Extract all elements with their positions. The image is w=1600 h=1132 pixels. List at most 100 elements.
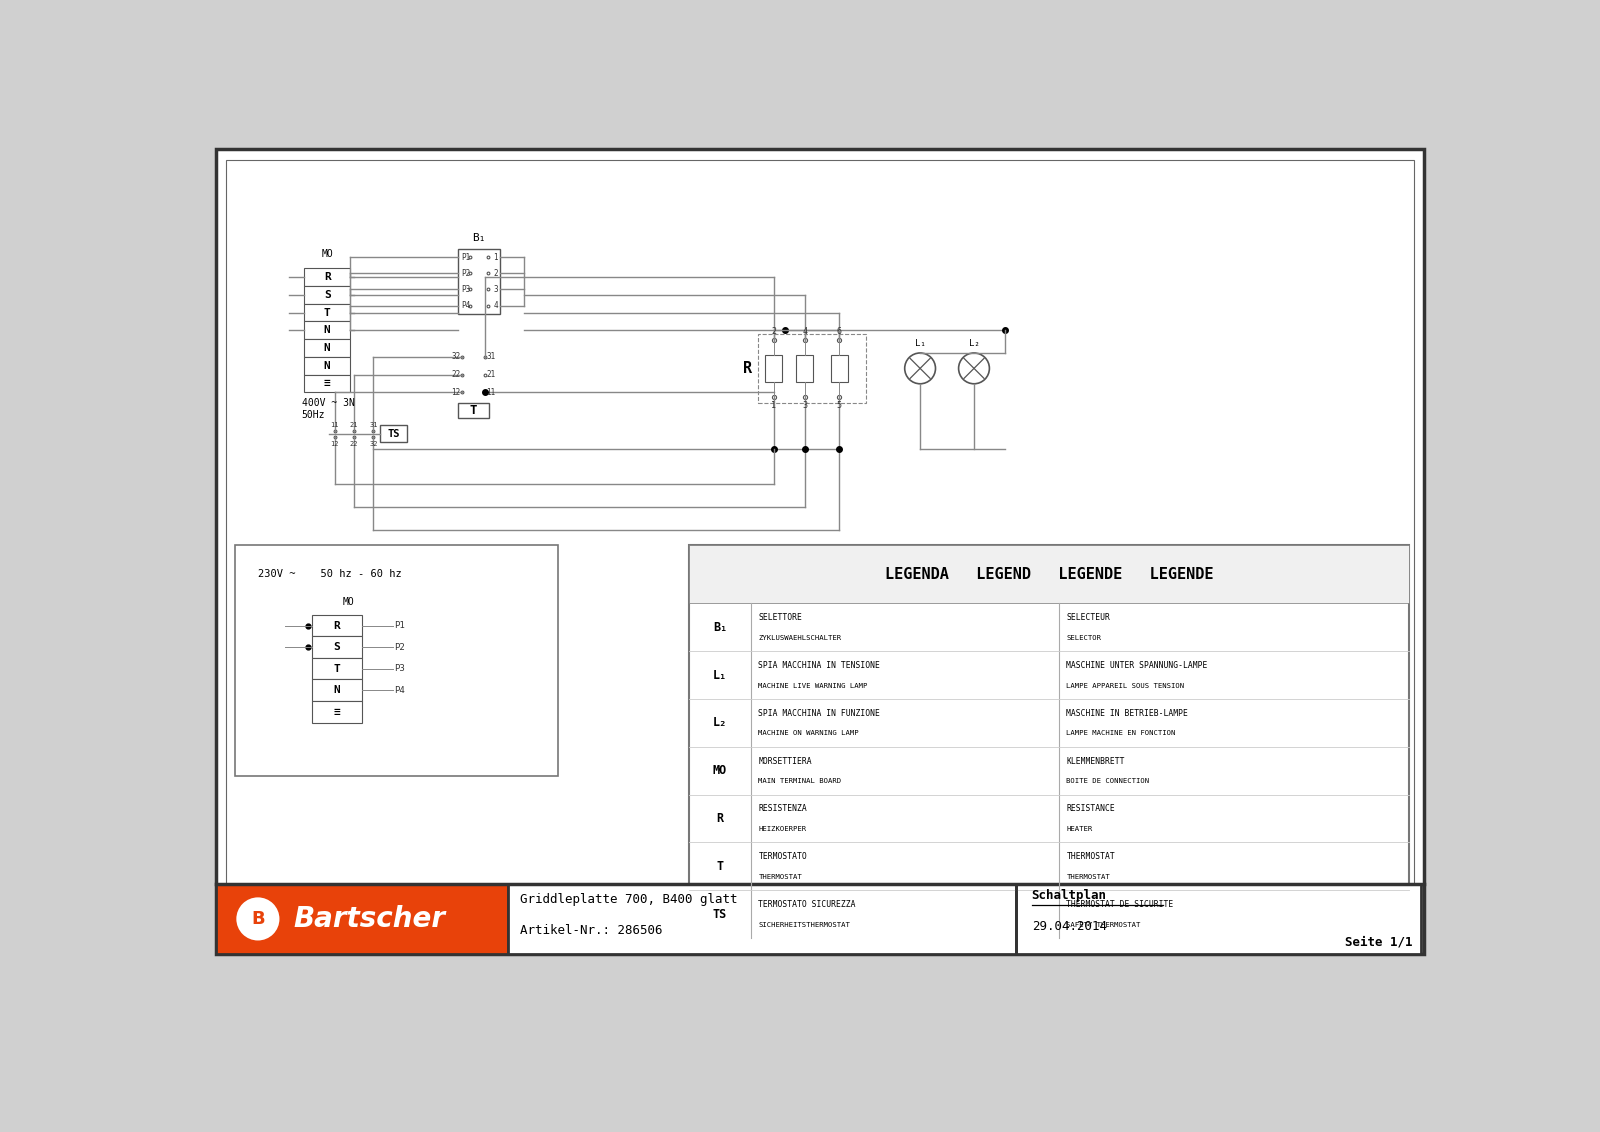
Text: N: N [333,685,341,695]
FancyBboxPatch shape [304,303,350,321]
Circle shape [904,353,936,384]
Text: ≡: ≡ [323,378,331,388]
Text: 3: 3 [493,285,498,294]
Text: 22: 22 [350,440,358,447]
FancyBboxPatch shape [458,403,490,419]
Text: T: T [470,404,477,418]
Text: TERMOSTATO SICUREZZA: TERMOSTATO SICUREZZA [758,900,856,909]
Text: RESISTANCE: RESISTANCE [1067,805,1115,814]
Text: 12: 12 [331,440,339,447]
Text: MASCHINE IN BETRIEB-LAMPE: MASCHINE IN BETRIEB-LAMPE [1067,709,1189,718]
Text: R: R [717,812,723,825]
Text: B₁: B₁ [712,620,726,634]
Text: 2: 2 [493,268,498,277]
Text: L₂: L₂ [968,338,979,348]
Text: THERMOSTAT DE SICURITE: THERMOSTAT DE SICURITE [1067,900,1174,909]
FancyBboxPatch shape [797,355,813,381]
FancyBboxPatch shape [216,884,509,953]
Text: Griddleplatte 700, B400 glatt: Griddleplatte 700, B400 glatt [520,893,738,907]
Text: N: N [323,343,331,353]
FancyBboxPatch shape [304,340,350,357]
FancyBboxPatch shape [304,268,350,286]
Text: 22: 22 [451,370,461,379]
Circle shape [958,353,989,384]
Text: MO: MO [322,249,333,259]
FancyBboxPatch shape [1016,884,1421,953]
Text: TS: TS [387,429,400,439]
Text: 4: 4 [493,301,498,310]
FancyBboxPatch shape [304,357,350,375]
Text: 12: 12 [451,388,461,396]
Text: 31: 31 [486,352,496,361]
Text: 29.04.2014: 29.04.2014 [1032,920,1107,933]
Text: Seite 1/1: Seite 1/1 [1346,935,1413,949]
Text: LAMPE APPAREIL SOUS TENSION: LAMPE APPAREIL SOUS TENSION [1067,683,1184,688]
Text: SELECTEUR: SELECTEUR [1067,614,1110,623]
Text: P4: P4 [461,301,470,310]
Text: R: R [323,272,331,282]
FancyBboxPatch shape [830,355,848,381]
FancyBboxPatch shape [312,658,362,679]
Text: P4: P4 [394,686,405,695]
Text: TS: TS [712,908,726,920]
Text: 4: 4 [802,327,806,336]
Text: L₁: L₁ [915,338,925,348]
Text: MO: MO [342,597,354,607]
Text: 32: 32 [451,352,461,361]
FancyBboxPatch shape [458,249,501,314]
Text: 11: 11 [486,388,496,396]
Text: KLEMMENBRETT: KLEMMENBRETT [1067,756,1125,765]
Text: MACHINE LIVE WARNING LAMP: MACHINE LIVE WARNING LAMP [758,683,867,688]
FancyBboxPatch shape [509,884,1016,953]
Text: 5: 5 [837,401,842,410]
Text: MORSETTIERA: MORSETTIERA [758,756,813,765]
Text: MO: MO [712,764,726,778]
Text: HEATER: HEATER [1067,826,1093,832]
Text: P2: P2 [461,268,470,277]
Text: TERMOSTATO: TERMOSTATO [758,852,806,861]
FancyBboxPatch shape [312,701,362,722]
Text: L₂: L₂ [712,717,726,729]
Text: 3: 3 [802,401,806,410]
FancyBboxPatch shape [304,321,350,340]
Text: BOITE DE CONNECTION: BOITE DE CONNECTION [1067,778,1149,784]
Text: 230V ~    50 hz - 60 hz: 230V ~ 50 hz - 60 hz [258,568,402,578]
FancyBboxPatch shape [312,679,362,701]
Text: Bartscher: Bartscher [293,904,445,933]
FancyBboxPatch shape [690,546,1410,938]
FancyBboxPatch shape [304,286,350,303]
Text: SPIA MACCHINA IN FUNZIONE: SPIA MACCHINA IN FUNZIONE [758,709,880,718]
FancyBboxPatch shape [765,355,782,381]
Text: P2: P2 [394,643,405,652]
Text: P1: P1 [461,252,470,261]
Text: SELECTOR: SELECTOR [1067,635,1101,641]
FancyBboxPatch shape [235,546,558,777]
Text: T: T [333,663,341,674]
Text: Schaltplan: Schaltplan [1032,890,1107,902]
Text: 6: 6 [837,327,842,336]
Text: SICHERHEITSTHERMOSTAT: SICHERHEITSTHERMOSTAT [758,921,850,928]
Text: N: N [323,361,331,370]
Text: 21: 21 [486,370,496,379]
Text: ZYKLUSWAEHLSCHALTER: ZYKLUSWAEHLSCHALTER [758,635,842,641]
Text: Artikel-Nr.: 286506: Artikel-Nr.: 286506 [520,924,662,937]
Text: 1: 1 [493,252,498,261]
Text: 1: 1 [771,401,776,410]
Text: THERMOSTAT: THERMOSTAT [1067,852,1115,861]
Text: P3: P3 [394,664,405,674]
Text: THERMOSTAT: THERMOSTAT [1067,874,1110,880]
FancyBboxPatch shape [304,375,350,393]
FancyBboxPatch shape [312,636,362,658]
Text: L₁: L₁ [712,669,726,681]
FancyBboxPatch shape [312,615,362,636]
Text: R: R [333,620,341,631]
Text: MASCHINE UNTER SPANNUNG-LAMPE: MASCHINE UNTER SPANNUNG-LAMPE [1067,661,1208,670]
Text: 2: 2 [771,327,776,336]
FancyBboxPatch shape [690,546,1410,603]
Text: RESISTENZA: RESISTENZA [758,805,806,814]
Text: MACHINE ON WARNING LAMP: MACHINE ON WARNING LAMP [758,730,859,737]
Text: R: R [742,361,752,376]
Text: N: N [323,325,331,335]
Text: 11: 11 [331,422,339,428]
FancyBboxPatch shape [216,149,1424,953]
